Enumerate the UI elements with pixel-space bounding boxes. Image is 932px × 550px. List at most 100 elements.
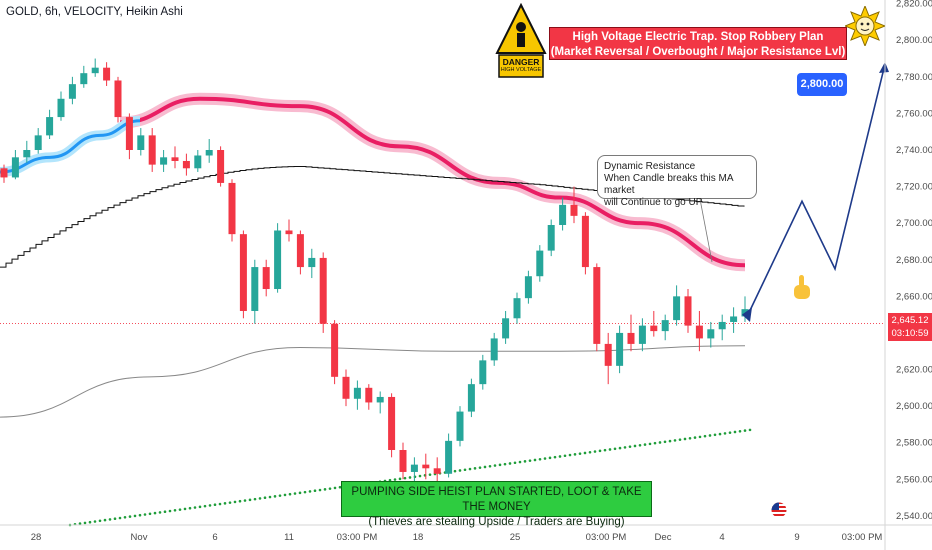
candle-body (718, 321, 726, 330)
candle-body (308, 257, 316, 268)
x-tick-label: 9 (794, 532, 799, 543)
green-dot (603, 448, 607, 452)
candle-body (23, 150, 31, 158)
green-dot (303, 490, 307, 494)
green-dot (518, 460, 522, 464)
y-tick-label: 2,660.00 (896, 291, 932, 302)
bottom-green-line-1: PUMPING SIDE HEIST PLAN STARTED, LOOT & … (351, 486, 642, 513)
candle-body (137, 135, 145, 150)
green-dot (683, 437, 687, 441)
green-dot (628, 445, 632, 448)
green-dot (648, 442, 652, 446)
candle-body (205, 150, 213, 156)
callout-line-1: Dynamic Resistance (604, 161, 696, 172)
green-dot (213, 503, 217, 507)
projection-arrowhead (879, 62, 889, 74)
green-dot (148, 512, 152, 516)
candle-body (730, 316, 738, 322)
green-dot (403, 476, 407, 480)
y-tick-label: 2,760.00 (896, 108, 932, 119)
green-dot (688, 436, 692, 440)
green-dot (108, 518, 112, 521)
candle-body (114, 80, 122, 118)
candle-body (91, 67, 99, 74)
x-tick-label: 03:00 PM (586, 532, 627, 543)
green-dot (463, 468, 467, 472)
candle-body (376, 396, 384, 403)
green-dot (708, 434, 712, 437)
callout-pointer (699, 198, 713, 263)
x-tick-label: 11 (284, 532, 294, 543)
y-tick-label: 2,740.00 (896, 145, 932, 156)
candle-body (57, 98, 65, 118)
candle-body (433, 468, 441, 474)
x-tick-label: 25 (510, 532, 521, 543)
green-dot (138, 513, 142, 517)
last-price-tag: 2,645.12 03:10:59 (888, 313, 932, 341)
y-tick-label: 2,800.00 (896, 35, 932, 46)
green-dot (283, 493, 287, 497)
candle-body (388, 396, 396, 450)
candle-body (194, 155, 202, 169)
y-tick-label: 2,620.00 (896, 365, 932, 376)
candle-body (456, 411, 464, 441)
green-dot (548, 456, 552, 460)
green-dot (208, 504, 212, 507)
green-dot (158, 511, 162, 514)
candle-body (11, 157, 19, 178)
green-dot (618, 446, 622, 450)
danger-subtext: HIGH VOLTAGE (500, 67, 542, 73)
green-dot (338, 485, 342, 489)
green-dot (583, 451, 587, 455)
green-dot (673, 439, 677, 442)
green-dot (728, 431, 732, 434)
candle-body (422, 464, 430, 469)
green-dot (233, 500, 237, 504)
candle-body (160, 157, 168, 165)
green-dot (193, 506, 197, 509)
green-dot (523, 460, 527, 463)
green-dot (273, 495, 277, 498)
green-dot (503, 462, 507, 466)
green-dot (218, 502, 222, 506)
green-dot (458, 469, 462, 472)
candle-body (285, 230, 293, 235)
x-tick-label: 4 (719, 532, 724, 543)
candle-body (593, 267, 601, 344)
candle-body (274, 230, 282, 290)
green-dot (553, 455, 557, 459)
green-dot (723, 432, 727, 435)
candle-body (342, 376, 350, 399)
green-dot (738, 429, 742, 433)
green-dot (393, 478, 397, 481)
candle-body (581, 215, 589, 268)
candle-body (228, 182, 236, 235)
us-flag-icon (771, 502, 787, 518)
gray-ma-line (0, 345, 746, 418)
green-dot (278, 494, 282, 497)
candles (0, 58, 749, 483)
candle-body (296, 234, 304, 268)
y-tick-label: 2,600.00 (896, 401, 932, 412)
green-dot (528, 459, 532, 462)
green-dot (623, 446, 627, 449)
green-dot (143, 513, 147, 516)
green-dot (318, 488, 322, 492)
green-dot (308, 490, 312, 493)
x-tick-label: 03:00 PM (337, 532, 378, 543)
green-dot (223, 502, 227, 505)
green-dot (188, 506, 192, 510)
sun-face-icon (843, 4, 887, 48)
green-dot (613, 447, 617, 451)
green-dot (693, 436, 697, 439)
candle-body (673, 296, 681, 321)
candle-body (239, 234, 247, 311)
x-tick-label: Nov (131, 532, 148, 543)
blue-ma-line (0, 119, 141, 174)
green-dot (398, 477, 402, 481)
top-red-line-1: High Voltage Electric Trap. Stop Robbery… (572, 31, 824, 43)
green-dot (268, 495, 272, 499)
green-dot (743, 429, 747, 432)
y-tick-label: 2,700.00 (896, 218, 932, 229)
x-tick-label: 28 (31, 532, 42, 543)
